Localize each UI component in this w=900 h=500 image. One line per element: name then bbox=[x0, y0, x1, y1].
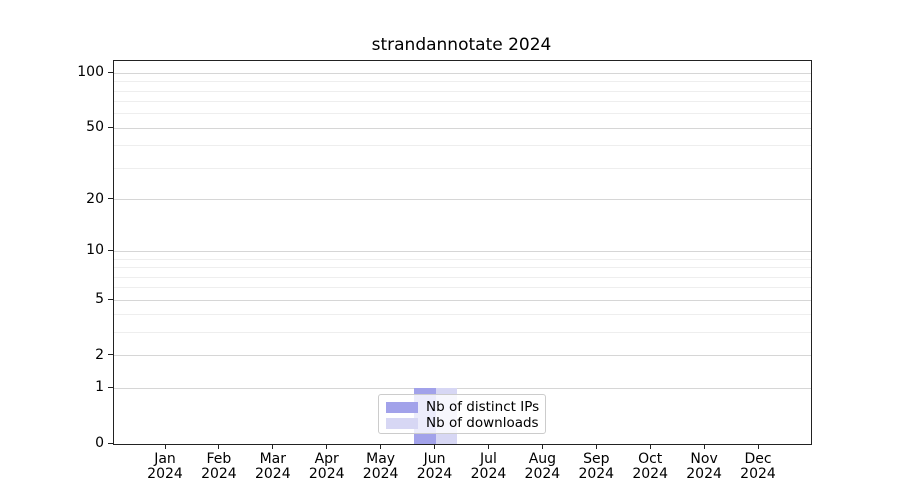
x-tick-label: Dec 2024 bbox=[740, 451, 776, 482]
x-tick-label: Nov 2024 bbox=[686, 451, 722, 482]
legend-item: Nb of distinct IPs bbox=[379, 399, 545, 415]
y-gridline-major bbox=[114, 387, 811, 389]
y-gridline-major bbox=[114, 355, 811, 357]
y-gridline-major bbox=[114, 299, 811, 301]
y-gridline-minor bbox=[114, 145, 811, 147]
y-gridline-major bbox=[114, 72, 811, 74]
x-tick-label: Sep 2024 bbox=[578, 451, 615, 482]
y-gridline-major bbox=[114, 250, 811, 252]
x-tick-label: Jul 2024 bbox=[470, 451, 507, 482]
x-tick-label: Aug 2024 bbox=[524, 451, 561, 482]
x-tick bbox=[757, 444, 759, 449]
y-gridline-minor bbox=[114, 276, 811, 278]
x-tick-label: Feb 2024 bbox=[201, 451, 237, 482]
x-tick-label: Jan 2024 bbox=[147, 451, 183, 482]
y-tick bbox=[108, 354, 113, 356]
y-gridline-minor bbox=[114, 90, 811, 92]
chart-title: strandannotate 2024 bbox=[371, 35, 552, 55]
y-tick bbox=[108, 71, 113, 73]
y-tick-label: 50 bbox=[86, 119, 104, 136]
y-gridline-minor bbox=[114, 113, 811, 115]
x-tick bbox=[434, 444, 436, 449]
y-gridline-minor bbox=[114, 314, 811, 316]
x-tick-label: May 2024 bbox=[362, 451, 399, 482]
legend-label: Nb of distinct IPs bbox=[426, 399, 540, 415]
y-tick-label: 100 bbox=[77, 64, 104, 81]
x-tick bbox=[487, 444, 489, 449]
y-tick bbox=[108, 249, 113, 251]
y-gridline-minor bbox=[114, 167, 811, 169]
y-gridline-major bbox=[114, 127, 811, 129]
y-tick-label: 1 bbox=[95, 379, 104, 396]
y-tick bbox=[108, 298, 113, 300]
y-gridline-minor bbox=[114, 81, 811, 83]
x-tick-label: Apr 2024 bbox=[308, 451, 345, 482]
y-tick-label: 2 bbox=[95, 346, 104, 363]
y-tick-label: 20 bbox=[86, 190, 104, 207]
y-tick bbox=[108, 198, 113, 200]
plot-area: Nb of distinct IPs Nb of downloads bbox=[113, 60, 812, 445]
y-tick-label: 5 bbox=[95, 291, 104, 308]
legend-item: Nb of downloads bbox=[379, 415, 545, 431]
x-tick bbox=[703, 444, 705, 449]
y-gridline-major bbox=[114, 199, 811, 201]
legend: Nb of distinct IPs Nb of downloads bbox=[378, 394, 546, 434]
legend-label: Nb of downloads bbox=[426, 415, 539, 431]
y-tick bbox=[108, 442, 113, 444]
x-tick bbox=[164, 444, 166, 449]
y-gridline-minor bbox=[114, 287, 811, 289]
x-tick bbox=[272, 444, 274, 449]
y-tick-label: 10 bbox=[86, 242, 104, 259]
x-tick bbox=[649, 444, 651, 449]
x-tick-label: Jun 2024 bbox=[416, 451, 453, 482]
y-tick bbox=[108, 126, 113, 128]
y-gridline-minor bbox=[114, 258, 811, 260]
x-tick bbox=[380, 444, 382, 449]
y-tick bbox=[108, 386, 113, 388]
y-gridline-minor bbox=[114, 267, 811, 269]
x-tick bbox=[218, 444, 220, 449]
y-tick-label: 0 bbox=[95, 435, 104, 451]
x-tick-label: Mar 2024 bbox=[254, 451, 291, 482]
legend-swatch bbox=[386, 417, 418, 429]
y-gridline-minor bbox=[114, 101, 811, 103]
x-tick bbox=[326, 444, 328, 449]
y-gridline-minor bbox=[114, 332, 811, 334]
legend-swatch bbox=[386, 401, 418, 413]
x-tick bbox=[595, 444, 597, 449]
x-tick-label: Oct 2024 bbox=[632, 451, 668, 482]
x-tick bbox=[541, 444, 543, 449]
